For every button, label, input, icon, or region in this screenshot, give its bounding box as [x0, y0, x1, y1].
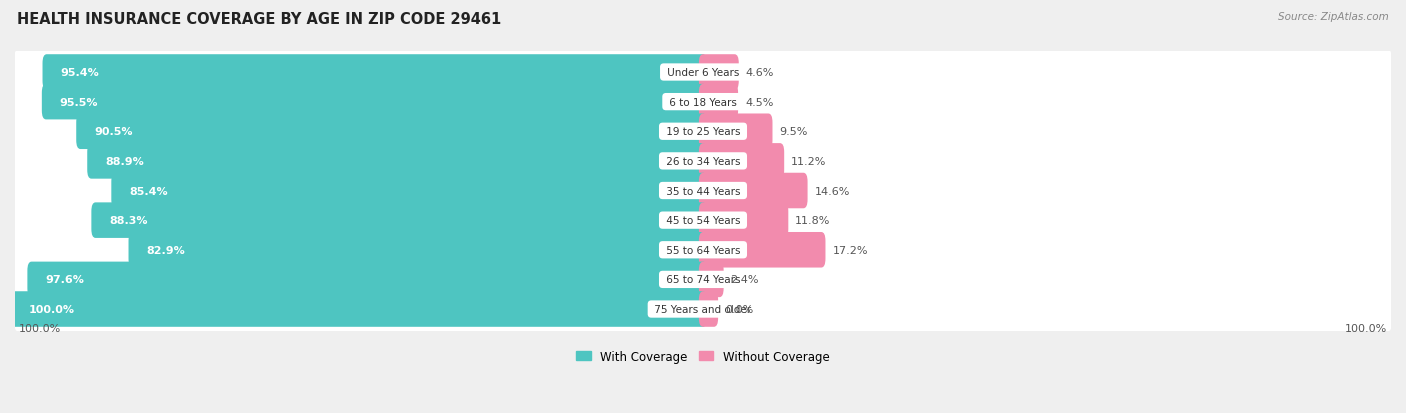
FancyBboxPatch shape [14, 228, 1392, 273]
FancyBboxPatch shape [699, 262, 724, 297]
Text: 97.6%: 97.6% [45, 275, 84, 285]
Text: 26 to 34 Years: 26 to 34 Years [662, 157, 744, 166]
Text: Under 6 Years: Under 6 Years [664, 68, 742, 78]
FancyBboxPatch shape [14, 257, 1392, 302]
FancyBboxPatch shape [14, 80, 1392, 125]
FancyBboxPatch shape [14, 50, 1392, 95]
Text: 45 to 54 Years: 45 to 54 Years [662, 216, 744, 225]
FancyBboxPatch shape [42, 85, 707, 120]
Legend: With Coverage, Without Coverage: With Coverage, Without Coverage [572, 345, 834, 368]
FancyBboxPatch shape [699, 144, 785, 179]
Text: 90.5%: 90.5% [94, 127, 132, 137]
Text: 100.0%: 100.0% [28, 304, 75, 314]
Text: 11.8%: 11.8% [796, 216, 831, 225]
FancyBboxPatch shape [14, 287, 1392, 332]
FancyBboxPatch shape [42, 55, 707, 90]
Text: 19 to 25 Years: 19 to 25 Years [662, 127, 744, 137]
FancyBboxPatch shape [699, 55, 738, 90]
Text: 0.0%: 0.0% [725, 304, 754, 314]
FancyBboxPatch shape [699, 292, 718, 327]
Text: 95.5%: 95.5% [59, 97, 98, 107]
Text: 100.0%: 100.0% [1344, 323, 1386, 333]
FancyBboxPatch shape [14, 168, 1392, 214]
FancyBboxPatch shape [111, 173, 707, 209]
FancyBboxPatch shape [76, 114, 707, 150]
Text: 2.4%: 2.4% [731, 275, 759, 285]
FancyBboxPatch shape [14, 198, 1392, 243]
Text: 85.4%: 85.4% [129, 186, 167, 196]
FancyBboxPatch shape [91, 203, 707, 238]
Text: 95.4%: 95.4% [60, 68, 100, 78]
Text: 4.5%: 4.5% [745, 97, 773, 107]
Text: 100.0%: 100.0% [20, 323, 62, 333]
Text: 75 Years and older: 75 Years and older [651, 304, 755, 314]
FancyBboxPatch shape [699, 173, 807, 209]
FancyBboxPatch shape [27, 262, 707, 297]
Text: 9.5%: 9.5% [779, 127, 807, 137]
Text: 6 to 18 Years: 6 to 18 Years [666, 97, 740, 107]
FancyBboxPatch shape [11, 292, 707, 327]
Text: 55 to 64 Years: 55 to 64 Years [662, 245, 744, 255]
Text: 82.9%: 82.9% [146, 245, 186, 255]
FancyBboxPatch shape [699, 114, 772, 150]
Text: 17.2%: 17.2% [832, 245, 868, 255]
Text: Source: ZipAtlas.com: Source: ZipAtlas.com [1278, 12, 1389, 22]
FancyBboxPatch shape [699, 85, 738, 120]
FancyBboxPatch shape [699, 203, 789, 238]
Text: 14.6%: 14.6% [814, 186, 849, 196]
FancyBboxPatch shape [14, 139, 1392, 184]
Text: 4.6%: 4.6% [745, 68, 775, 78]
Text: 35 to 44 Years: 35 to 44 Years [662, 186, 744, 196]
FancyBboxPatch shape [87, 144, 707, 179]
Text: 88.9%: 88.9% [105, 157, 143, 166]
Text: 11.2%: 11.2% [792, 157, 827, 166]
Text: HEALTH INSURANCE COVERAGE BY AGE IN ZIP CODE 29461: HEALTH INSURANCE COVERAGE BY AGE IN ZIP … [17, 12, 501, 27]
FancyBboxPatch shape [128, 233, 707, 268]
Text: 88.3%: 88.3% [110, 216, 148, 225]
Text: 65 to 74 Years: 65 to 74 Years [662, 275, 744, 285]
FancyBboxPatch shape [699, 233, 825, 268]
FancyBboxPatch shape [14, 109, 1392, 155]
